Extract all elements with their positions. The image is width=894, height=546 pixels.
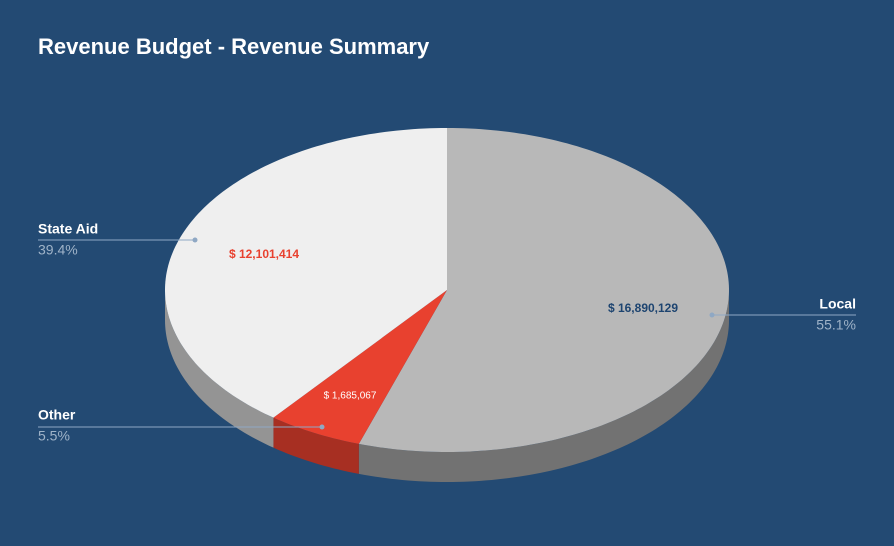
value-label: $ 1,685,067 [324, 391, 377, 402]
chart-title: Revenue Budget - Revenue Summary [38, 34, 430, 59]
leader-dot [192, 237, 198, 243]
pie-slice [165, 128, 447, 418]
percent-label: 5.5% [38, 428, 70, 444]
value-label: $ 16,890,129 [608, 301, 678, 315]
category-label: State Aid [38, 221, 98, 237]
category-label: Other [38, 407, 76, 423]
value-label: $ 12,101,414 [229, 247, 299, 261]
leader-dot [319, 424, 325, 430]
category-label: Local [819, 296, 856, 312]
leader-dot [709, 312, 715, 318]
slice-side [273, 417, 359, 474]
pie-slice [358, 128, 729, 452]
slice-side [165, 290, 274, 448]
pie-slice [273, 290, 447, 444]
slice-side [358, 290, 729, 482]
percent-label: 39.4% [38, 242, 78, 258]
percent-label: 55.1% [816, 317, 856, 333]
